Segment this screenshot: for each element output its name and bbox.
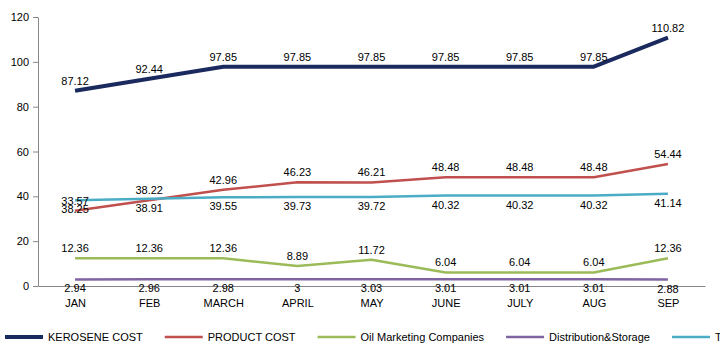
legend-label: Oil Marketing Companies: [361, 331, 485, 343]
legend: KEROSENE COST PRODUCT COST Oil Marketing C…: [5, 331, 720, 343]
y-tick: 40: [17, 190, 38, 202]
data-label: 48.48: [580, 161, 608, 173]
data-label: 38.91: [135, 202, 163, 214]
legend-label: PRODUCT COST: [208, 331, 296, 343]
y-tick-label: 0: [23, 280, 29, 292]
y-tick-mark: [33, 17, 38, 18]
data-label: 110.82: [652, 22, 685, 34]
data-label: 3: [294, 282, 300, 294]
y-tick-mark: [33, 241, 38, 242]
data-label: 3.01: [435, 282, 456, 294]
data-label: 40.32: [432, 199, 460, 211]
data-labels: 87.12 92.44 97.85 97.85 97.85 97.85 97.85 97.85…: [61, 22, 684, 295]
data-label: 97.85: [432, 51, 460, 63]
legend-label: TAXES&LEVIES: [715, 331, 720, 343]
data-label: 12.36: [654, 242, 682, 254]
legend-swatch: [165, 336, 203, 339]
series-line: [75, 38, 668, 91]
series-line: [75, 278, 668, 281]
data-label: 38.22: [135, 184, 163, 196]
data-label: 41.14: [654, 197, 682, 209]
y-tick: 0: [23, 280, 38, 292]
y-tick-label: 20: [17, 235, 29, 247]
y-tick-mark: [33, 286, 38, 287]
legend-label: Distribution&Storage: [549, 331, 650, 343]
y-tick: 100: [11, 56, 38, 68]
data-label: 46.21: [358, 166, 386, 178]
data-label: 12.36: [135, 242, 163, 254]
y-axis: 0 20 40 60 80 100 120: [11, 11, 39, 292]
legend-item: KEROSENE COST: [5, 331, 143, 343]
chart: 0 20 40 60 80 100 120 JAN FEB MARCH APRIL MAY JUNE JU…: [0, 0, 720, 361]
data-label: 3.01: [583, 282, 604, 294]
data-label: 39.73: [284, 200, 312, 212]
x-tick-label: MARCH: [204, 297, 244, 309]
data-label: 54.44: [654, 148, 682, 160]
data-label: 3.03: [361, 282, 382, 294]
data-label: 12.36: [210, 242, 238, 254]
data-label: 92.44: [135, 63, 163, 75]
y-tick: 80: [17, 101, 38, 113]
data-label: 6.04: [583, 256, 604, 268]
y-tick: 120: [11, 11, 38, 23]
legend-item: Distribution&Storage: [506, 331, 650, 343]
x-tick-label: AUG: [582, 297, 606, 309]
y-tick-label: 100: [11, 56, 29, 68]
legend-item: PRODUCT COST: [165, 331, 296, 343]
x-tick-label: JUNE: [432, 297, 461, 309]
y-tick-mark: [33, 152, 38, 153]
data-label: 46.23: [284, 166, 312, 178]
y-tick: 20: [17, 235, 38, 247]
data-label: 2.94: [64, 282, 85, 294]
y-tick-mark: [33, 107, 38, 108]
data-label: 97.85: [210, 51, 238, 63]
data-label: 97.85: [506, 51, 534, 63]
x-tick-label: JULY: [507, 297, 534, 309]
y-tick-label: 60: [17, 146, 29, 158]
x-tick-label: SEP: [657, 297, 679, 309]
legend-item: TAXES&LEVIES: [672, 331, 720, 343]
data-label: 97.85: [284, 51, 312, 63]
data-label: 2.98: [213, 282, 234, 294]
data-label: 97.85: [580, 51, 608, 63]
data-label: 8.89: [287, 250, 308, 262]
data-label: 2.96: [138, 282, 159, 294]
series-line: [75, 258, 668, 272]
y-axis-line: [38, 18, 39, 287]
data-label: 12.36: [61, 242, 89, 254]
legend-item: Oil Marketing Companies: [318, 331, 485, 343]
series-lines: [75, 38, 668, 280]
legend-label: KEROSENE COST: [48, 331, 143, 343]
data-label: 39.55: [210, 200, 238, 212]
data-label: 38.25: [61, 203, 89, 215]
data-label: 40.32: [580, 199, 608, 211]
x-tick-label: MAY: [360, 297, 384, 309]
data-label: 2.88: [657, 283, 678, 295]
y-tick: 60: [17, 146, 38, 158]
data-label: 3.01: [509, 282, 530, 294]
data-label: 6.04: [509, 256, 530, 268]
legend-swatch: [318, 336, 356, 339]
legend-swatch: [5, 335, 43, 339]
y-tick-mark: [33, 62, 38, 63]
x-tick-label: APRIL: [282, 297, 314, 309]
data-label: 42.96: [210, 174, 238, 186]
y-tick-mark: [33, 196, 38, 197]
data-label: 40.32: [506, 199, 534, 211]
data-label: 11.72: [358, 244, 385, 256]
legend-swatch: [672, 336, 710, 339]
legend-swatch: [506, 336, 544, 339]
data-label: 48.48: [432, 161, 460, 173]
data-label: 6.04: [435, 256, 456, 268]
y-tick-label: 120: [11, 11, 29, 23]
data-label: 48.48: [506, 161, 534, 173]
y-tick-label: 40: [17, 190, 29, 202]
data-label: 39.72: [358, 200, 386, 212]
x-tick-label: JAN: [65, 297, 86, 309]
y-tick-label: 80: [17, 101, 29, 113]
x-tick-label: FEB: [139, 297, 160, 309]
data-label: 87.12: [61, 75, 89, 87]
data-label: 97.85: [358, 51, 386, 63]
